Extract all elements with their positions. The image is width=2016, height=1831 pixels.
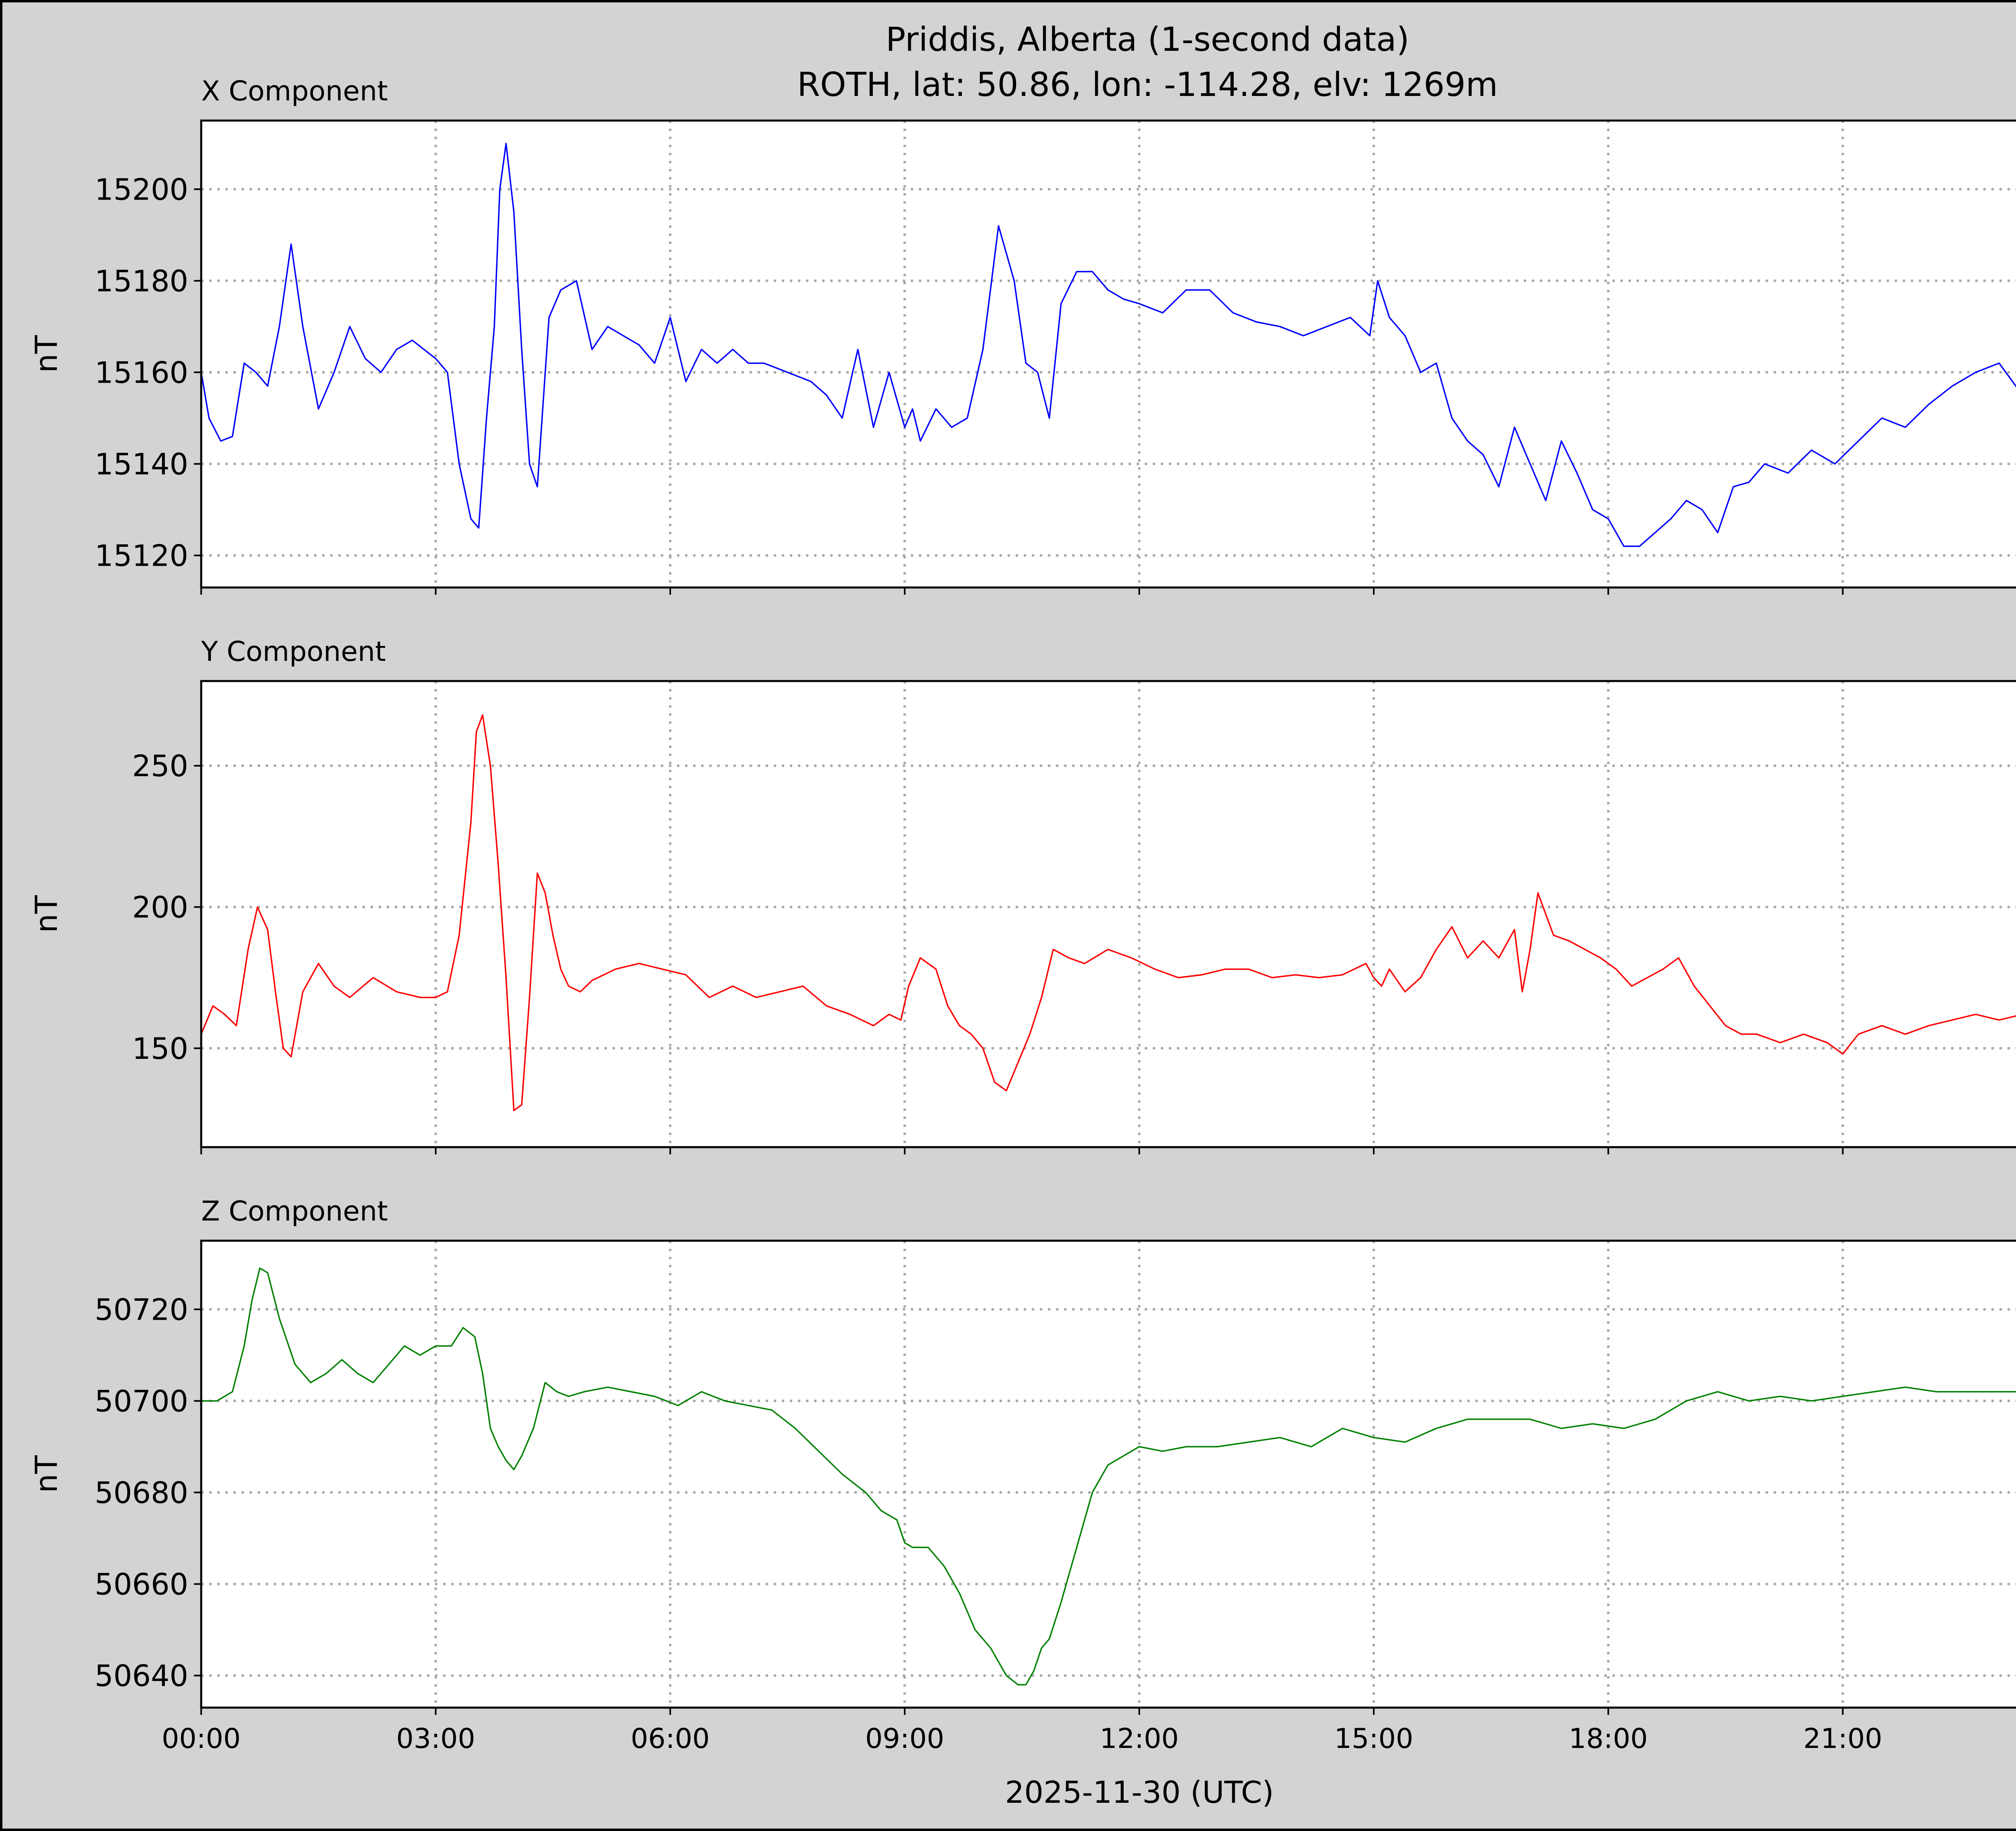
figure-title-line2: ROTH, lat: 50.86, lon: -114.28, elv: 126…	[797, 66, 1498, 104]
x-axis-label: 2025-11-30 (UTC)	[1005, 1775, 1274, 1810]
x-tick-label: 09:00	[865, 1723, 944, 1755]
y-component-y-tick-label: 150	[132, 1032, 188, 1066]
y-component-y-tick-label: 200	[132, 890, 188, 925]
x-component-y-tick-label: 15180	[95, 264, 188, 298]
x-component-y-tick-label: 15140	[95, 447, 188, 481]
x-component-y-axis-label: nT	[29, 335, 64, 373]
y-component-title: Y Component	[201, 636, 386, 668]
z-component-y-tick-label: 50700	[95, 1384, 188, 1419]
x-tick-label: 21:00	[1803, 1723, 1882, 1755]
z-component-y-tick-label: 50640	[95, 1659, 188, 1694]
x-component-y-tick-label: 15160	[95, 356, 188, 390]
x-component-title: X Component	[201, 75, 388, 107]
z-component-frame	[200, 1239, 2016, 1709]
x-tick-label: 12:00	[1100, 1723, 1179, 1755]
x-component-panel: 15120 15140 15160 15180 15200 X Component nT	[29, 75, 2016, 595]
z-component-y-tick-label: 50720	[95, 1293, 188, 1327]
y-component-series-line	[200, 714, 2016, 1111]
figure-title-line1: Priddis, Alberta (1-second data)	[886, 21, 1410, 59]
z-component-y-tick-label: 50660	[95, 1567, 188, 1602]
y-component-frame	[200, 680, 2016, 1148]
x-tick-label: 06:00	[631, 1723, 710, 1755]
x-tick-label: 03:00	[396, 1723, 475, 1755]
y-component-plot-area	[201, 681, 2016, 1147]
x-component-y-tick-label: 15120	[95, 539, 188, 573]
x-tick-label: 18:00	[1569, 1723, 1648, 1755]
y-component-y-axis-label: nT	[29, 895, 64, 933]
x-tick-label: 00:00	[162, 1723, 241, 1755]
x-tick-label: 15:00	[1334, 1723, 1413, 1755]
z-component-panel: 50640 50660 50680 50700 50720 Z Component nT 00…	[29, 1196, 2016, 1755]
x-component-series-line	[200, 143, 2016, 547]
z-component-plot-area	[201, 1241, 2016, 1708]
x-component-plot-area	[201, 121, 2016, 587]
y-component-panel: 150 200 250 Y Component nT	[29, 636, 2016, 1154]
x-component-frame	[200, 119, 2016, 589]
z-component-y-tick-label: 50680	[95, 1476, 188, 1510]
x-component-y-tick-label: 15200	[95, 173, 188, 207]
y-component-y-tick-label: 250	[132, 749, 188, 783]
z-component-title: Z Component	[201, 1196, 388, 1227]
z-component-y-axis-label: nT	[29, 1455, 64, 1493]
z-component-series-line	[201, 1267, 2016, 1685]
